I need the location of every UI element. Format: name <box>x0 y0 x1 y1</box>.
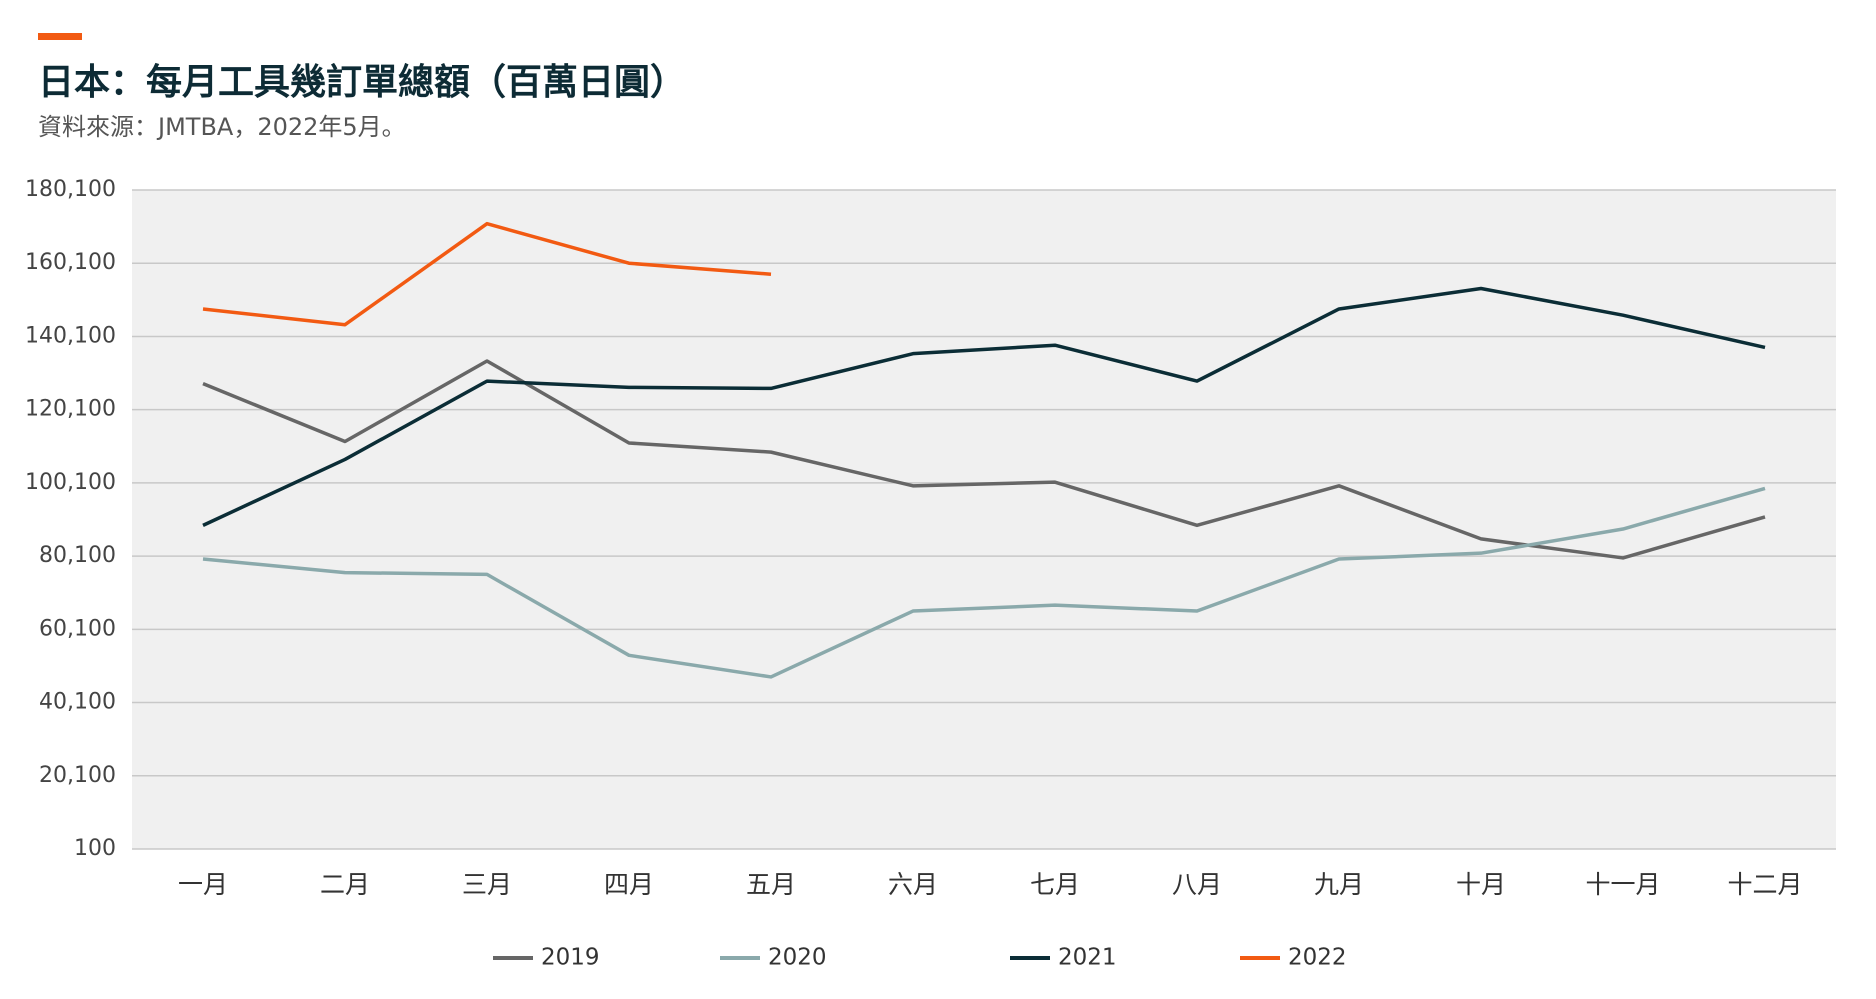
x-tick-label: 一月 <box>178 870 228 899</box>
y-tick-label: 100,100 <box>25 470 116 495</box>
x-tick-label: 十一月 <box>1585 870 1660 899</box>
x-tick-label: 三月 <box>462 870 512 899</box>
y-tick-label: 160,100 <box>25 250 116 275</box>
legend-label: 2020 <box>768 945 827 971</box>
y-tick-label: 60,100 <box>39 616 116 641</box>
x-tick-label: 八月 <box>1172 870 1222 899</box>
legend-label: 2022 <box>1288 945 1347 971</box>
y-tick-label: 40,100 <box>39 690 116 715</box>
y-tick-label: 80,100 <box>39 543 116 568</box>
series-line <box>202 221 772 327</box>
y-tick-label: 140,100 <box>25 323 116 348</box>
x-tick-label: 十二月 <box>1727 870 1802 899</box>
series-line <box>202 486 1766 679</box>
legend-label: 2019 <box>541 945 600 971</box>
series-line <box>202 359 1766 560</box>
x-tick-label: 四月 <box>604 870 654 899</box>
y-tick-label: 100 <box>74 836 116 861</box>
x-tick-label: 二月 <box>320 870 370 899</box>
x-tick-label: 五月 <box>746 870 796 899</box>
legend-label: 2021 <box>1058 945 1117 971</box>
chart-subtitle: 資料來源：JMTBA，2022年5月。 <box>38 113 406 141</box>
series-line <box>202 286 1766 527</box>
x-tick-label: 六月 <box>888 870 938 899</box>
chart-title: 日本：每月工具幾訂單總額（百萬日圓） <box>38 62 686 103</box>
plot-area <box>132 190 1836 849</box>
y-tick-label: 180,100 <box>25 177 116 202</box>
x-tick-label: 十月 <box>1456 870 1506 899</box>
y-tick-label: 120,100 <box>25 397 116 422</box>
x-tick-label: 九月 <box>1314 870 1364 899</box>
accent-bar <box>38 33 82 40</box>
y-tick-label: 20,100 <box>39 763 116 788</box>
x-tick-label: 七月 <box>1030 870 1080 899</box>
